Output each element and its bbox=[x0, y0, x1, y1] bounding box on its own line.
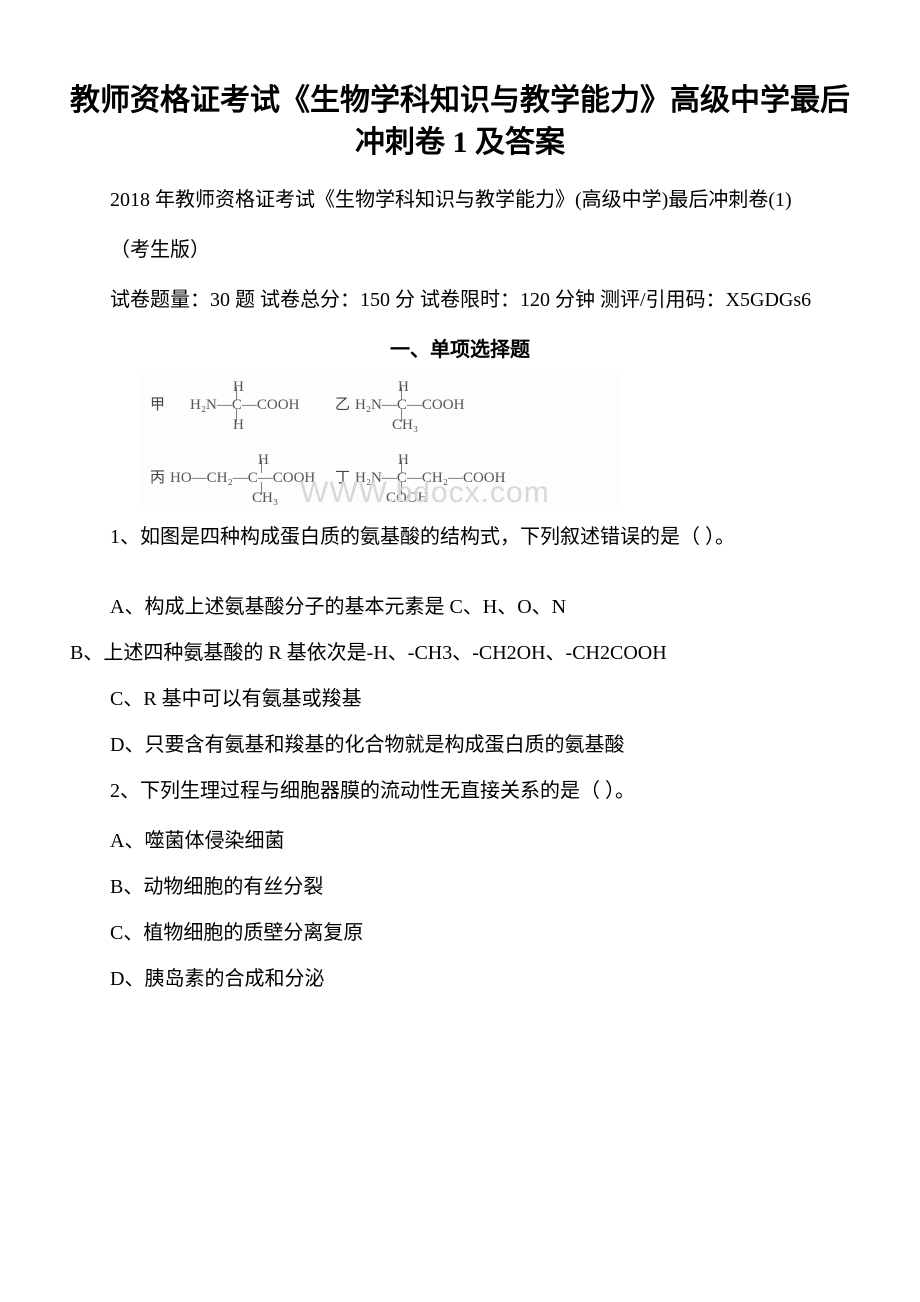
chem-label-yi: 乙 bbox=[335, 393, 350, 417]
chem-sub-b: CH₃ bbox=[392, 413, 418, 437]
question-1-option-c: C、R 基中可以有氨基或羧基 bbox=[70, 683, 850, 715]
chem-label-jia: 甲 bbox=[150, 393, 165, 417]
section-1-heading: 一、单项选择题 bbox=[70, 334, 850, 366]
question-2-text: 2、下列生理过程与细胞器膜的流动性无直接关系的是（ ）。 bbox=[70, 775, 850, 807]
page-title: 教师资格证考试《生物学科知识与教学能力》高级中学最后冲刺卷 1 及答案 bbox=[70, 80, 850, 164]
chemistry-figure: 甲 H | H₂N—C—COOH | H 乙 H | H₂N—C—COOH | … bbox=[140, 371, 620, 511]
question-2-option-a: A、噬菌体侵染细菌 bbox=[70, 825, 850, 857]
question-1-option-b: B、上述四种氨基酸的 R 基依次是-H、-CH3、-CH2OH、-CH2COOH bbox=[70, 637, 850, 669]
intro-version: （考生版） bbox=[70, 234, 850, 266]
question-2-option-b: B、动物细胞的有丝分裂 bbox=[70, 871, 850, 903]
question-1-option-d: D、只要含有氨基和羧基的化合物就是构成蛋白质的氨基酸 bbox=[70, 729, 850, 761]
chem-formula-a: H₂N—C—COOH bbox=[190, 393, 299, 417]
spacer bbox=[70, 571, 850, 591]
chem-label-bing: 丙 bbox=[150, 466, 165, 490]
chem-sub-d: COOH bbox=[386, 486, 429, 510]
question-1-text: 1、如图是四种构成蛋白质的氨基酸的结构式，下列叙述错误的是（ ）。 bbox=[70, 521, 850, 553]
chem-formula-d: H₂N—C—CH₂—COOH bbox=[355, 466, 505, 490]
intro-exam-name: 2018 年教师资格证考试《生物学科知识与教学能力》(高级中学)最后冲刺卷(1) bbox=[70, 184, 850, 216]
question-2-option-c: C、植物细胞的质壁分离复原 bbox=[70, 917, 850, 949]
question-1-option-a: A、构成上述氨基酸分子的基本元素是 C、H、O、N bbox=[70, 591, 850, 623]
chem-sub-c: CH₃ bbox=[252, 486, 278, 510]
chem-sub-a: H bbox=[233, 413, 244, 437]
chem-formula-c: HO—CH₂—C—COOH bbox=[170, 466, 315, 490]
intro-meta: 试卷题量：30 题 试卷总分：150 分 试卷限时：120 分钟 测评/引用码：… bbox=[70, 284, 850, 316]
question-2-option-d: D、胰岛素的合成和分泌 bbox=[70, 963, 850, 995]
chem-label-ding: 丁 bbox=[335, 466, 350, 490]
